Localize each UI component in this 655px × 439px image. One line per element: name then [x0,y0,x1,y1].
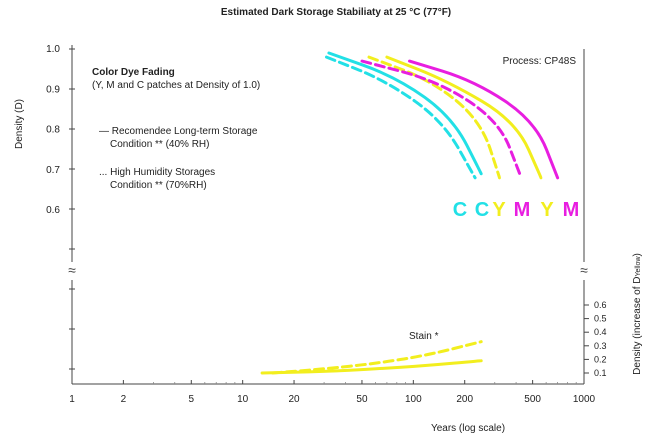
y-tick-label-top: 0.7 [46,165,60,176]
x-tick-label: 10 [237,394,249,405]
yellow-dashed-top-curve [367,55,502,180]
curve-label-yellow: Y [540,199,554,221]
x-tick-label: 500 [524,394,541,405]
x-tick-label: 5 [189,394,195,405]
right-axis-break: ≈ [580,262,588,278]
legend-dashed-line1: ... High Humidity Storages [99,167,215,178]
process-label: Process: CP48S [503,56,577,67]
y-axis-label-right-sub: Yellow [635,256,642,277]
y-axis-label-right-main: Density (increase of D [632,276,643,374]
yellow-solid-bottom-curve [260,359,483,375]
curve-label-yellow: Y [492,199,506,221]
y-tick-label-bottom: 0.2 [594,354,607,364]
x-tick-label: 200 [456,394,473,405]
y-axis-label-right: Density (increase of DYellow) [632,253,643,375]
magenta-solid-top-curve [408,59,560,180]
x-tick-label: 1 [69,394,75,405]
chart-title: Estimated Dark Storage Stabiliaty at 25 … [221,7,451,18]
y-tick-label-bottom: 0.6 [594,300,607,310]
legend-solid-line1: — Recomendee Long-term Storage [99,126,258,137]
x-tick-label: 100 [405,394,422,405]
magenta-dashed-top-curve [360,59,522,176]
y-tick-label-bottom: 0.5 [594,314,607,324]
y-tick-label-top: 0.6 [46,205,60,216]
legend-dashed-line2: Condition ** (70%RH) [110,180,207,191]
curve-label-magenta: M [563,199,580,221]
x-tick-label: 20 [288,394,300,405]
axes: ≈ ≈1.0 0.9 0.8 0.7 0.6 0.6 0.5 0.4 0.3 0.2 0.1 1 2 5 10… [46,44,606,405]
series-layer [260,51,560,375]
left-axis-break: ≈ [68,262,76,278]
yellow-solid-top-curve [385,55,543,180]
curve-label-cyan: C [453,199,467,221]
legend-solid-line2: Condition ** (40% RH) [110,139,210,150]
y-tick-label-bottom: 0.4 [594,327,607,337]
curve-label-cyan: C [475,199,489,221]
y-tick-label-top: 1.0 [46,44,60,55]
y-tick-label-bottom: 0.3 [594,341,607,351]
stain-label: Stain * [409,331,439,342]
cyan-dashed-top-curve [325,55,477,180]
x-tick-label: 50 [356,394,368,405]
y-axis-label-left: Density (D) [14,99,25,149]
legend-title: Color Dye Fading [92,67,175,78]
y-axis-label-right-close: ) [632,253,643,256]
cyan-solid-top-curve [327,51,483,176]
x-tick-label: 2 [121,394,127,405]
y-tick-label-top: 0.8 [46,125,60,136]
y-tick-label-top: 0.9 [46,84,60,95]
y-tick-label-bottom: 0.1 [594,368,607,378]
x-axis-label: Years (log scale) [431,423,505,434]
legend-subtitle: (Y, M and C patches at Density of 1.0) [92,80,260,91]
x-tick-label: 1000 [573,394,596,405]
curve-label-magenta: M [514,199,531,221]
